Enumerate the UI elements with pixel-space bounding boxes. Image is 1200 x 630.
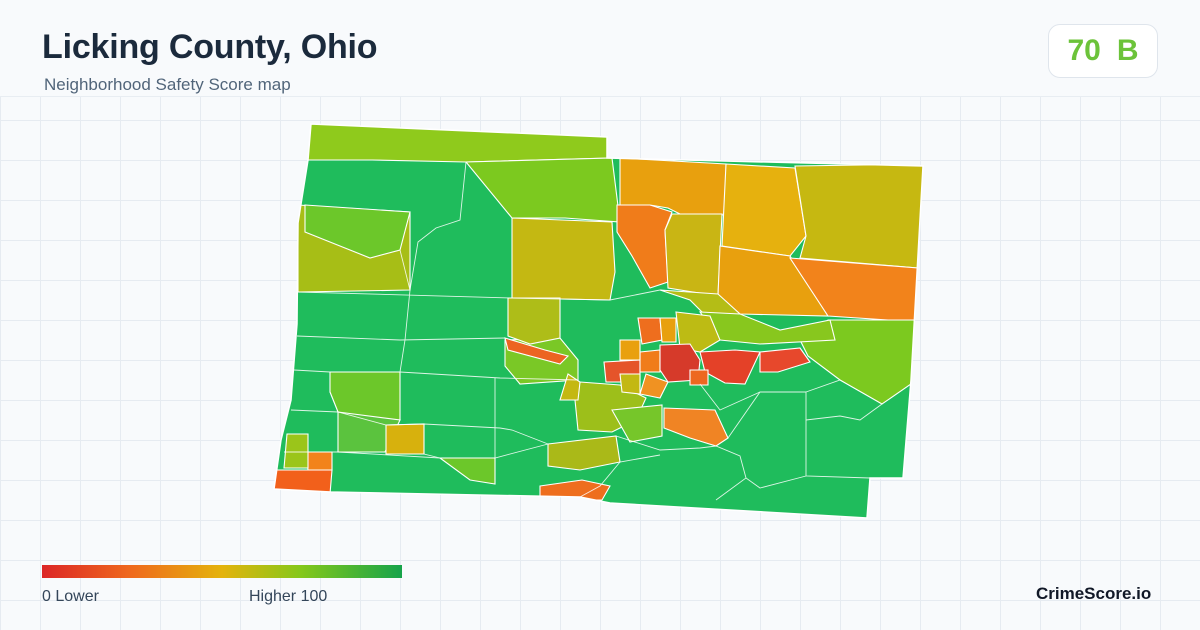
tract-city-1	[637, 317, 663, 345]
tract-central-north	[511, 217, 616, 301]
score-value: 70	[1067, 34, 1101, 67]
tract-city-4	[639, 349, 661, 373]
legend-gradient-bar	[42, 565, 402, 578]
tract-layer	[274, 124, 923, 518]
tract-city-11	[689, 369, 709, 386]
header-band	[0, 0, 1200, 97]
tract-city-7	[759, 347, 811, 373]
tract-boundaries	[284, 161, 883, 501]
tract-city-10	[619, 339, 641, 361]
tract-lime-south-c	[611, 404, 663, 443]
tract-lime-sw	[283, 433, 309, 469]
tract-orange-strip	[504, 337, 570, 365]
tract-north-mid	[464, 157, 621, 223]
tract-ne	[794, 163, 923, 269]
tract-city-9	[619, 373, 641, 395]
tract-lime-center-e	[698, 311, 836, 345]
tract-olive-center	[507, 297, 561, 345]
page-title: Licking County, Ohio	[42, 28, 378, 66]
tract-city-olive	[675, 311, 721, 353]
score-badge: 70 B	[1048, 24, 1158, 78]
tract-west-upper2	[304, 204, 411, 259]
county-outline	[273, 123, 924, 519]
legend-lower-label: 0 Lower	[42, 588, 99, 605]
tract-orange-sw2	[305, 451, 333, 471]
tract-gold-sw2	[559, 373, 581, 401]
tract-north-c3	[721, 163, 807, 257]
score-grade: B	[1116, 34, 1139, 67]
tract-gold-sw	[385, 423, 425, 455]
tract-city-2	[659, 317, 677, 343]
legend-higher-label: Higher 100	[249, 588, 328, 605]
tract-west-lime2	[337, 411, 401, 453]
tract-city-8	[639, 373, 669, 399]
page-subtitle: Neighborhood Safety Score map	[44, 75, 291, 94]
tract-north-c2	[664, 213, 723, 297]
brand-name: CrimeScore.io	[1036, 584, 1152, 603]
tract-east-orange	[717, 245, 830, 317]
tract-olive-south2	[547, 435, 621, 471]
